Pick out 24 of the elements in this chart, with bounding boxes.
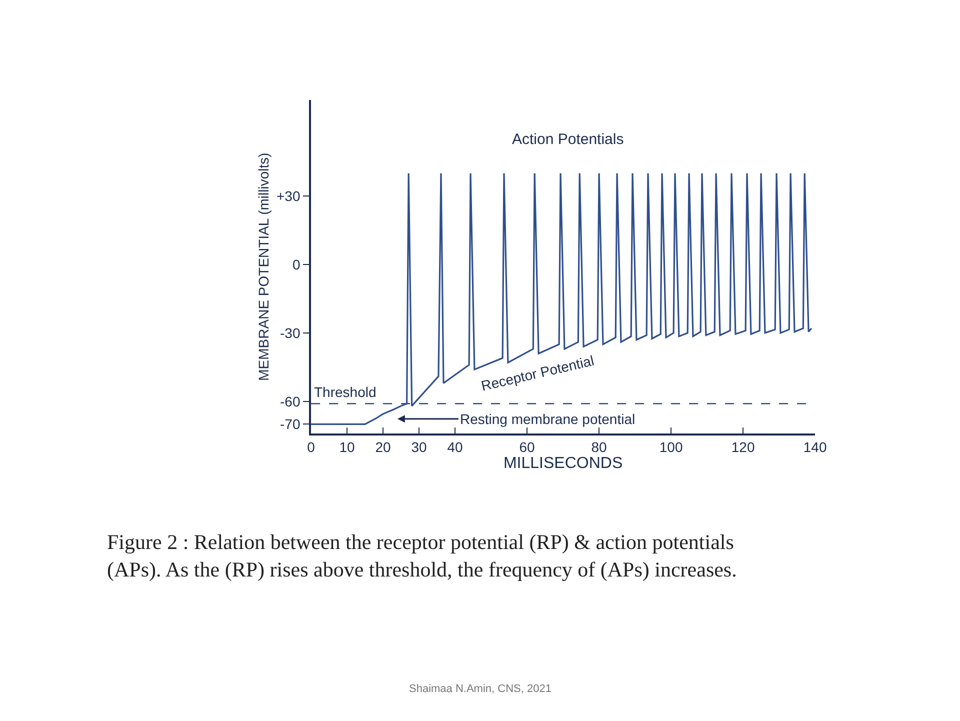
x-tick-label: 80 — [591, 439, 608, 456]
ref-line-label: Threshold — [314, 384, 376, 400]
x-tick-label: 10 — [339, 439, 356, 456]
annotation: Receptor Potential — [480, 352, 596, 394]
x-tick-label: 30 — [411, 439, 428, 456]
annotation: Action Potentials — [512, 131, 624, 148]
x-tick-label: 20 — [375, 439, 392, 456]
y-tick-label: -30 — [280, 324, 300, 341]
text: Shaimaa N.Amin, CNS, 2021 — [409, 683, 552, 695]
y-tick-label: +30 — [276, 188, 300, 204]
x-tick-label: 120 — [731, 439, 755, 456]
y-tick-label: 0 — [292, 256, 300, 272]
x-tick-label: 0 — [307, 439, 316, 456]
x-tick-label: 60 — [519, 439, 536, 456]
y-axis-title: MEMBRANE POTENTIAL (millivolts) — [256, 152, 272, 381]
x-tick-label: 100 — [659, 439, 683, 456]
x-tick-label: 40 — [447, 439, 464, 456]
x-axis-title: MILLISECONDS — [503, 455, 623, 472]
y-tick-label: -60 — [280, 393, 300, 410]
annotation: Resting membrane potential — [460, 411, 636, 427]
caption: Figure 2 : Relation between the receptor potential (RP) & action potentials (APs). As the (RP) rises above threshold, the frequency of (APs) increases. — [107, 530, 737, 582]
x-tick-label: 140 — [803, 439, 827, 456]
y-tick-label: -70 — [280, 416, 300, 432]
line-series — [311, 172, 812, 425]
